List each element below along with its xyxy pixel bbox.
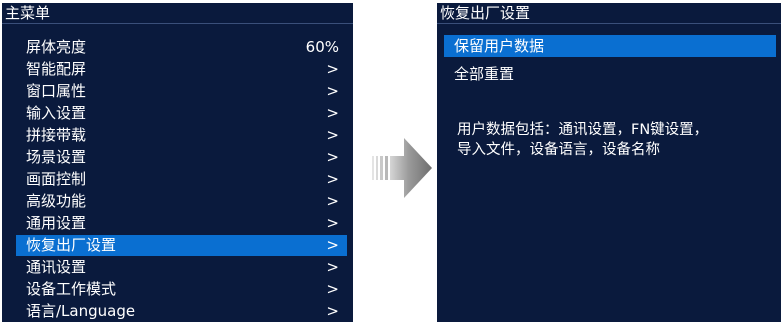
menu-item-splicing-load[interactable]: 拼接带载 > (16, 125, 347, 146)
chevron-right-icon: > (326, 170, 339, 188)
chevron-right-icon: > (326, 60, 339, 78)
menu-item-label: 通讯设置 (26, 258, 87, 276)
title-divider (437, 23, 781, 24)
user-data-description: 用户数据包括：通讯设置，FN键设置， 导入文件，设备语言，设备名称 (457, 120, 767, 160)
right-arrow-icon (372, 138, 432, 198)
factory-reset-title: 恢复出厂设置 (440, 4, 531, 22)
menu-item-screen-brightness[interactable]: 屏体亮度 60% (16, 37, 347, 58)
menu-item-general-settings[interactable]: 通用设置 > (16, 213, 347, 234)
option-keep-user-data[interactable]: 保留用户数据 (444, 35, 776, 57)
menu-item-factory-reset[interactable]: 恢复出厂设置 > (16, 235, 347, 256)
menu-item-label: 高级功能 (26, 192, 87, 210)
chevron-right-icon: > (326, 192, 339, 210)
main-menu-title: 主菜单 (5, 4, 51, 22)
chevron-right-icon: > (326, 302, 339, 320)
option-label: 保留用户数据 (454, 37, 545, 55)
factory-reset-panel: 恢复出厂设置 保留用户数据 全部重置 用户数据包括：通讯设置，FN键设置， 导入… (437, 3, 781, 322)
chevron-right-icon: > (326, 82, 339, 100)
menu-item-label: 画面控制 (26, 170, 87, 188)
menu-item-scene-settings[interactable]: 场景设置 > (16, 147, 347, 168)
menu-item-label: 恢复出厂设置 (26, 236, 117, 254)
menu-item-label: 设备工作模式 (26, 280, 117, 298)
menu-item-window-properties[interactable]: 窗口属性 > (16, 81, 347, 102)
menu-item-label: 场景设置 (26, 148, 87, 166)
title-divider (2, 23, 353, 24)
menu-item-label: 拼接带载 (26, 126, 87, 144)
chevron-right-icon: > (326, 280, 339, 298)
chevron-right-icon: > (326, 258, 339, 276)
option-reset-all[interactable]: 全部重置 (444, 63, 776, 85)
chevron-right-icon: > (326, 214, 339, 232)
chevron-right-icon: > (326, 236, 339, 254)
chevron-right-icon: > (326, 148, 339, 166)
menu-item-label: 语言/Language (26, 302, 136, 320)
description-line: 导入文件，设备语言，设备名称 (457, 142, 660, 158)
menu-item-language[interactable]: 语言/Language > (16, 301, 347, 322)
menu-item-device-work-mode[interactable]: 设备工作模式 > (16, 279, 347, 300)
main-menu-panel: 主菜单 屏体亮度 60% 智能配屏 > 窗口属性 > 输入设置 > 拼接带载 >… (2, 3, 353, 322)
menu-item-label: 智能配屏 (26, 60, 87, 78)
menu-item-picture-control[interactable]: 画面控制 > (16, 169, 347, 190)
chevron-right-icon: > (326, 104, 339, 122)
menu-item-input-settings[interactable]: 输入设置 > (16, 103, 347, 124)
menu-item-label: 输入设置 (26, 104, 87, 122)
menu-item-label: 窗口属性 (26, 82, 87, 100)
menu-item-label: 通用设置 (26, 214, 87, 232)
brightness-value: 60% (305, 38, 339, 56)
menu-item-label: 屏体亮度 (26, 38, 87, 56)
menu-item-communication-settings[interactable]: 通讯设置 > (16, 257, 347, 278)
menu-item-smart-config[interactable]: 智能配屏 > (16, 59, 347, 80)
chevron-right-icon: > (326, 126, 339, 144)
menu-item-advanced-functions[interactable]: 高级功能 > (16, 191, 347, 212)
option-label: 全部重置 (454, 65, 515, 83)
description-line: 用户数据包括：通讯设置，FN键设置， (457, 122, 709, 138)
